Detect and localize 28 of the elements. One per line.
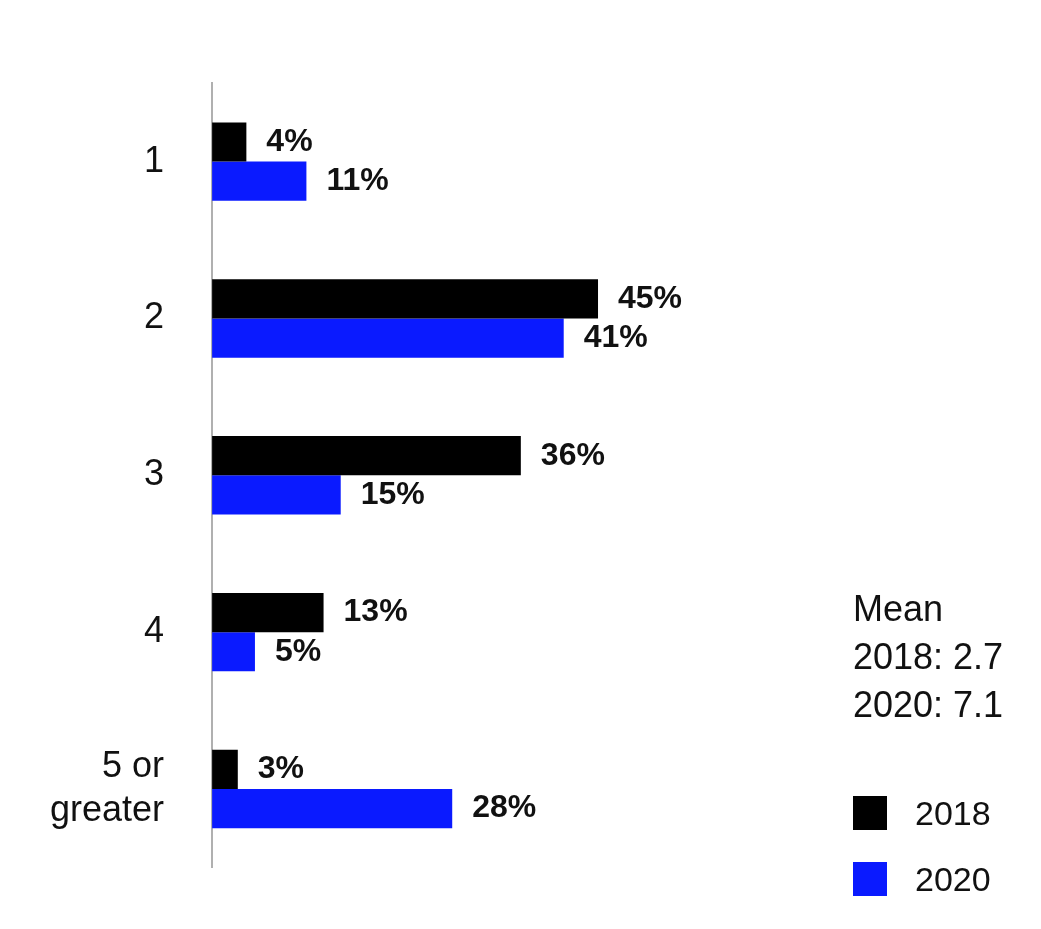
data-label: 13%	[343, 592, 408, 629]
bar	[212, 279, 599, 319]
bar	[212, 161, 307, 201]
bar	[212, 632, 255, 672]
legend-label: 2018	[915, 793, 991, 833]
data-label: 5%	[274, 631, 322, 668]
y-tick-label: 2	[144, 295, 165, 337]
data-label: 45%	[618, 278, 683, 315]
bar	[212, 749, 238, 789]
data-label: 41%	[583, 317, 648, 354]
bar	[212, 788, 453, 829]
bar	[212, 475, 341, 515]
bar	[212, 436, 521, 476]
y-tick-label: 5 or greater	[49, 744, 165, 829]
bar	[212, 318, 564, 358]
legend-label: 2020	[915, 859, 991, 899]
data-label: 3%	[257, 749, 305, 786]
text: Mean 2018: 2.7 2020: 7.1	[853, 587, 1004, 727]
data-label: 28%	[472, 788, 537, 825]
data-label: 11%	[326, 161, 389, 198]
data-label: 36%	[540, 435, 605, 472]
bar	[212, 592, 324, 633]
data-label: 15%	[360, 474, 425, 511]
bar	[212, 122, 247, 162]
y-tick-label: 3	[144, 452, 165, 494]
data-label: 4%	[266, 121, 313, 158]
y-tick-label: 4	[144, 609, 165, 651]
y-tick-label: 1	[144, 138, 165, 180]
